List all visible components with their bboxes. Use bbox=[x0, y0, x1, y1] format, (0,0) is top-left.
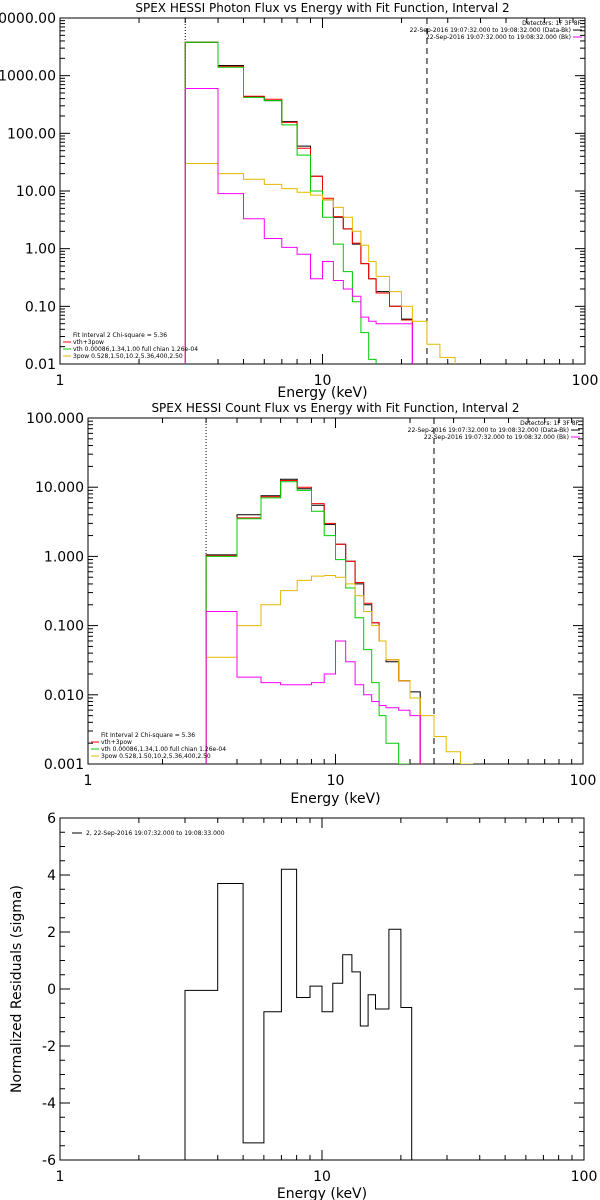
y-tick-label: 10.000 bbox=[35, 480, 84, 496]
x-tick-label: 10 bbox=[314, 373, 332, 389]
legend-bottom-left-entry: vth+3pow bbox=[73, 339, 104, 346]
y-tick-label: 2 bbox=[47, 925, 56, 941]
y-tick-label: 0.01 bbox=[25, 357, 56, 373]
series-data-bk bbox=[184, 41, 413, 364]
y-tick-label: -4 bbox=[42, 1096, 56, 1112]
x-axis-label: Energy (keV) bbox=[277, 1186, 367, 1200]
x-tick-label: 1 bbox=[56, 1169, 65, 1185]
chart-title: SPEX HESSI Count Flux vs Energy with Fit… bbox=[151, 401, 519, 415]
y-tick-label: 100.000 bbox=[26, 411, 84, 427]
legend-top-right-entry: 22-Sep-2016 19:07:32.000 to 19:08:32.000… bbox=[424, 434, 569, 441]
y-tick-label: 0.001 bbox=[44, 757, 84, 773]
chart-panel-2: SPEX HESSI Count Flux vs Energy with Fit… bbox=[26, 401, 596, 807]
y-tick-label: 100.00 bbox=[7, 126, 56, 142]
chart-panel-3: 1 10 100 -6 -4 -2 0 2 4 6 Energy (keV) Normalized R… bbox=[9, 811, 597, 1200]
y-tick-label: 0.010 bbox=[44, 688, 84, 704]
x-axis-label: Energy (keV) bbox=[290, 791, 380, 807]
y-tick-label: 4 bbox=[47, 868, 56, 884]
series-vth bbox=[184, 41, 402, 364]
x-axis-label: Energy (keV) bbox=[277, 385, 367, 401]
x-tick-label: 100 bbox=[572, 373, 599, 389]
legend-bottom-left-entry: Fit Interval 2 Chi-square = 5.36 bbox=[101, 732, 195, 739]
series-residuals bbox=[184, 868, 413, 1160]
chart-panel-1: SPEX HESSI Photon Flux vs Energy with Fi… bbox=[0, 1, 598, 401]
x-tick-label: 1 bbox=[84, 773, 93, 789]
series-bk bbox=[205, 611, 421, 764]
legend-bottom-left-entry: Fit Interval 2 Chi-square = 5.36 bbox=[73, 332, 167, 339]
y-tick-label: 1.00 bbox=[25, 242, 56, 258]
series-group bbox=[205, 478, 474, 764]
legend-bottom-left-entry: vth 0.00086,1.34,1.00 full chian 1.26e-0… bbox=[73, 346, 198, 353]
y-tick-label: 10000.00 bbox=[0, 11, 56, 27]
chart-title: SPEX HESSI Photon Flux vs Energy with Fi… bbox=[135, 1, 509, 15]
x-tick-label: 10 bbox=[327, 773, 345, 789]
x-tick-label: 10 bbox=[313, 1169, 331, 1185]
series-data-bk bbox=[205, 478, 421, 764]
legend-top-right-entry: 22-Sep-2016 19:07:32.000 to 19:08:32.000… bbox=[410, 27, 571, 34]
y-axis-label: Normalized Residuals (sigma) bbox=[9, 885, 25, 1093]
y-tick-label: -2 bbox=[42, 1039, 56, 1055]
legend-bottom-left-entry: 3pow 0.528,1.50,10.2,5.36,400,2.50 bbox=[73, 353, 183, 360]
y-tick-label: 0.100 bbox=[44, 619, 84, 635]
legend-bottom-left-entry: vth 0.00086,1.34,1.00 full chian 1.26e-0… bbox=[101, 746, 226, 753]
series-3pow bbox=[205, 575, 474, 764]
y-tick-label: 6 bbox=[47, 811, 56, 827]
legend-bottom-left-entry: vth+3pow bbox=[101, 739, 132, 746]
legend-top-right-entry: Detectors: 1F 3F 8F bbox=[522, 20, 581, 27]
series-vth-3pow bbox=[184, 41, 413, 364]
y-tick-label: 0 bbox=[47, 982, 56, 998]
legend-top-right-entry: 22-Sep-2016 19:07:32.000 to 19:08:32.000… bbox=[426, 34, 571, 41]
x-tick-label: 100 bbox=[570, 773, 597, 789]
series-vth-3pow bbox=[205, 480, 421, 764]
legend-bottom-left-entry: 3pow 0.528,1.50,10.2,5.36,400,2.50 bbox=[101, 753, 211, 760]
plot-frame bbox=[87, 417, 584, 765]
y-tick-label: -6 bbox=[42, 1153, 56, 1169]
series-vth bbox=[205, 481, 410, 764]
y-tick-label: 1.000 bbox=[44, 549, 84, 565]
legend-top-right-entry: 22-Sep-2016 19:07:32.000 to 19:08:32.000… bbox=[408, 427, 569, 434]
series-3pow bbox=[184, 163, 469, 364]
y-tick-label: 10.00 bbox=[16, 184, 56, 200]
x-tick-label: 100 bbox=[571, 1169, 598, 1185]
series-group bbox=[184, 868, 413, 1160]
series-group bbox=[184, 41, 469, 364]
y-tick-label: 0.10 bbox=[25, 299, 56, 315]
legend-top-right-entry: Detectors: 1F 3F 8F bbox=[520, 420, 579, 427]
y-tick-label: 1000.00 bbox=[0, 69, 56, 85]
x-tick-label: 1 bbox=[56, 373, 65, 389]
legend-top-left-entry: 2, 22-Sep-2016 19:07:32.000 to 19:08:33.… bbox=[86, 830, 225, 837]
series-bk bbox=[184, 88, 413, 364]
